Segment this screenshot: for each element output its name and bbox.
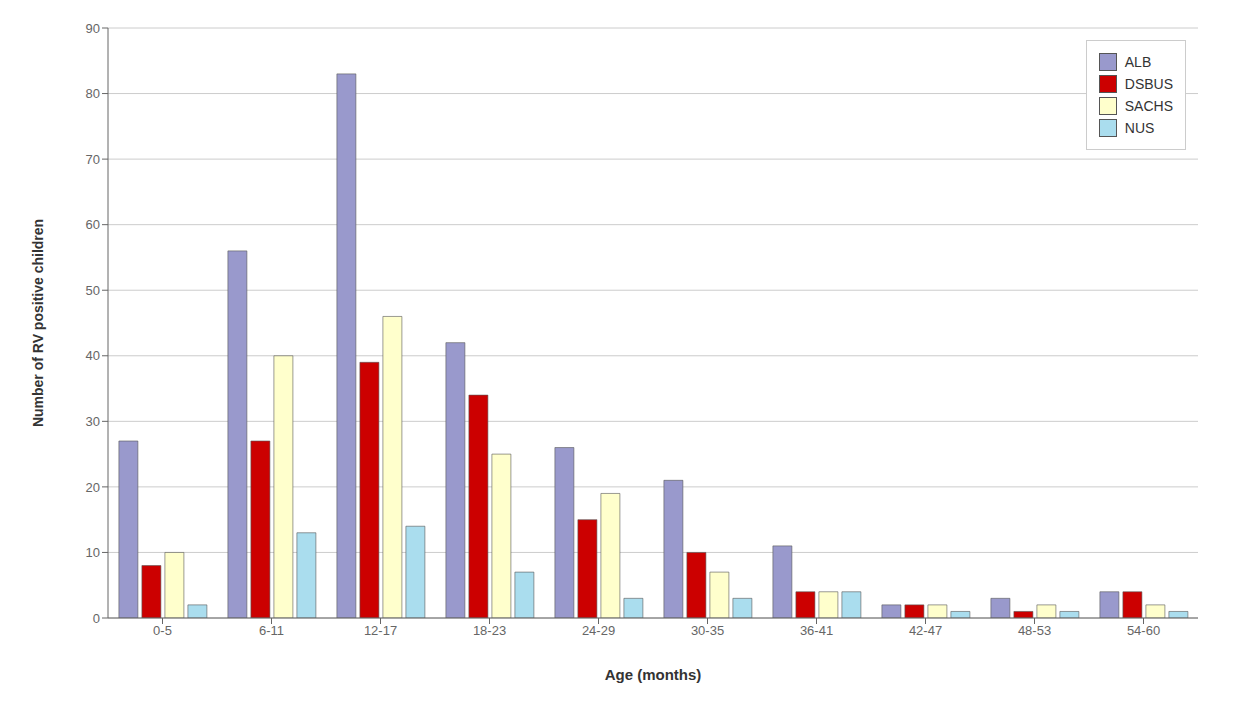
svg-text:36-41: 36-41: [800, 623, 833, 638]
svg-text:30-35: 30-35: [691, 623, 724, 638]
svg-text:20: 20: [86, 480, 100, 495]
svg-text:24-29: 24-29: [582, 623, 615, 638]
html-text:DSBUS: DSBUS: [1124, 76, 1173, 92]
svg-text:18-23: 18-23: [473, 623, 506, 638]
svg-text:60: 60: [86, 217, 100, 232]
svg-text:10: 10: [86, 545, 100, 560]
svg-text:50: 50: [86, 283, 100, 298]
svg-text:54-60: 54-60: [1127, 623, 1160, 638]
svg-text:90: 90: [86, 21, 100, 36]
svg-text:48-53: 48-53: [1018, 623, 1051, 638]
svg-text:12-17: 12-17: [364, 623, 397, 638]
svg-text:0: 0: [93, 611, 100, 626]
html-text:NUS: NUS: [1124, 120, 1155, 136]
html-text:ALB: ALB: [1124, 54, 1152, 70]
svg-text:Number of RV positive children: Number of RV positive children: [30, 219, 46, 427]
svg-text:0-5: 0-5: [153, 623, 172, 638]
svg-text:6-11: 6-11: [259, 623, 284, 638]
svg-text:42-47: 42-47: [909, 623, 942, 638]
html-text:SACHS: SACHS: [1124, 98, 1173, 114]
svg-text:80: 80: [86, 86, 100, 101]
svg-text:40: 40: [86, 348, 100, 363]
svg-text:Age (months): Age (months): [605, 666, 702, 683]
svg-text:30: 30: [86, 414, 100, 429]
svg-text:70: 70: [86, 152, 100, 167]
